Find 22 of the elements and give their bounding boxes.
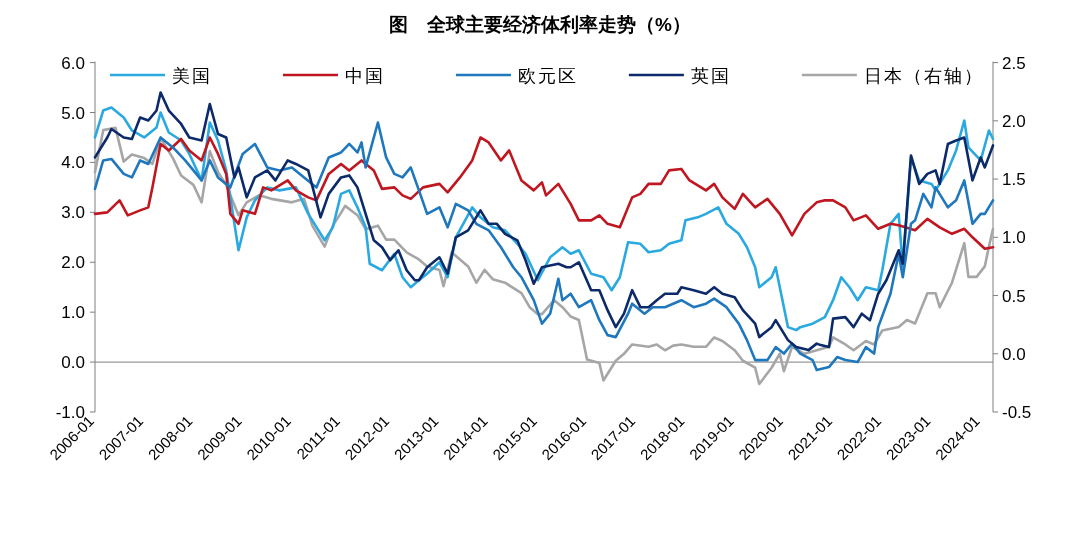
chart-title: 图 全球主要经济体利率走势（%） bbox=[389, 14, 691, 35]
y2-tick-label: 0.5 bbox=[1002, 286, 1026, 306]
y2-tick-label: 1.0 bbox=[1002, 228, 1026, 248]
y2-tick-label: 2.5 bbox=[1002, 53, 1026, 73]
y2-tick-label: 1.5 bbox=[1002, 170, 1026, 190]
line-series bbox=[93, 136, 995, 251]
y-tick-label: 0.0 bbox=[61, 353, 85, 373]
y-tick-label: 4.0 bbox=[61, 153, 85, 173]
y-tick-label: 5.0 bbox=[61, 103, 85, 123]
y2-tick-label: 0.0 bbox=[1002, 344, 1026, 364]
y-tick-label: 6.0 bbox=[61, 53, 85, 73]
y-tick-label: -1.0 bbox=[55, 403, 85, 422]
legend-label: 中国 bbox=[344, 66, 385, 86]
legend-label: 日本（右轴） bbox=[863, 66, 984, 86]
legend-label: 欧元区 bbox=[517, 66, 578, 86]
y2-tick-label: -0.5 bbox=[1002, 403, 1032, 422]
y-tick-label: 2.0 bbox=[61, 253, 85, 273]
y-tick-label: 3.0 bbox=[61, 203, 85, 223]
legend-label: 英国 bbox=[690, 66, 731, 86]
y2-tick-label: 2.0 bbox=[1002, 111, 1026, 131]
y-tick-label: 1.0 bbox=[61, 303, 85, 323]
legend-label: 美国 bbox=[172, 66, 212, 86]
